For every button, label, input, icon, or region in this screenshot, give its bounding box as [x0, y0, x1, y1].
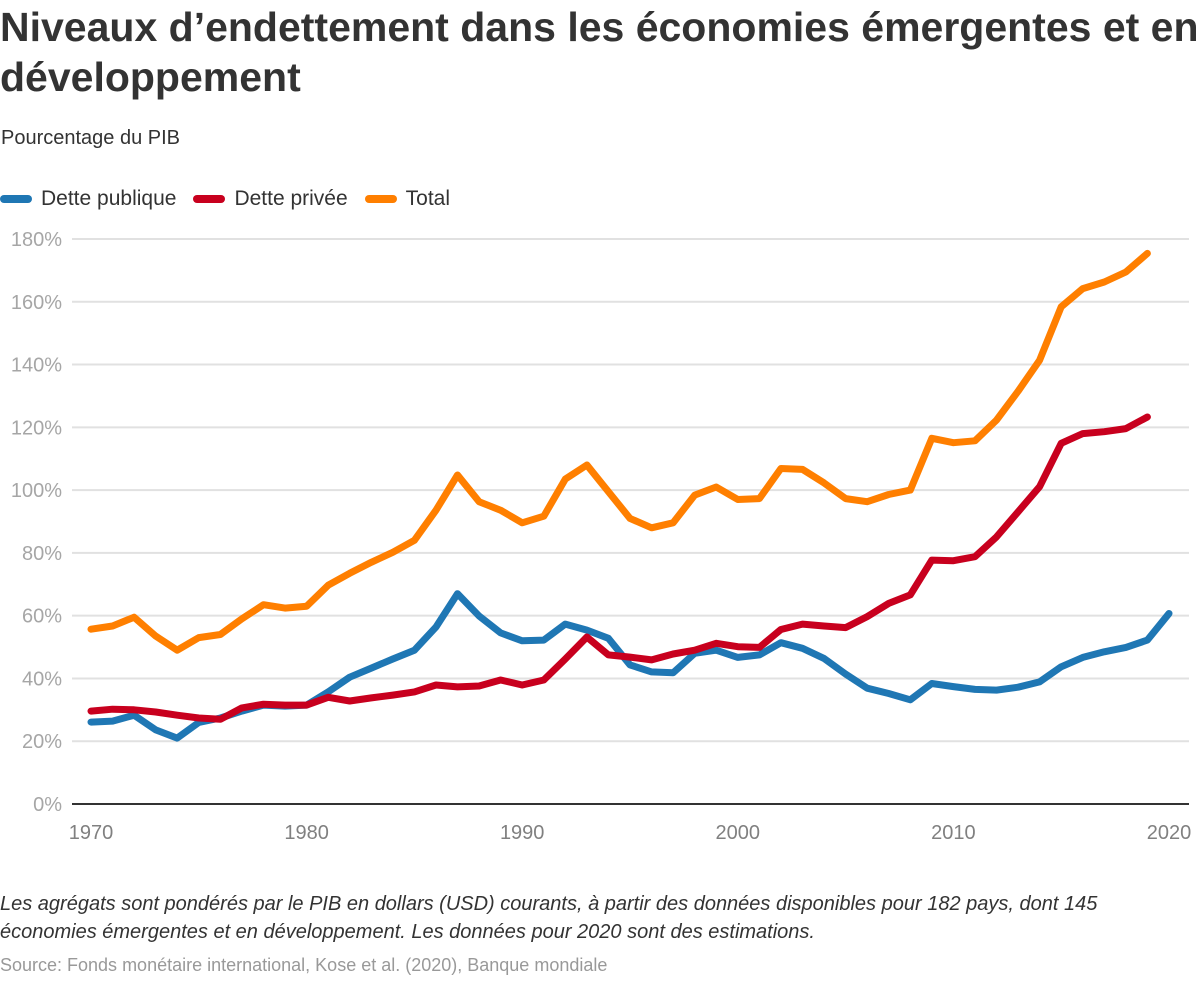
- chart-subtitle: Pourcentage du PIB: [1, 127, 181, 149]
- x-axis-ticks: 1970 1980 1990 2000 2010 2020: [69, 822, 1192, 844]
- legend-label: Dette publique: [41, 187, 177, 210]
- line-chart: 0%20%40%60%80%100%120%140%160%180% 1970 1…: [11, 229, 1192, 844]
- y-tick-label: 20%: [22, 731, 62, 753]
- gridlines: [72, 238, 1189, 743]
- legend-swatch-total: [364, 195, 397, 203]
- legend-label: Dette privée: [234, 187, 348, 210]
- chart-title: Niveaux d’endettement dans les économies…: [0, 4, 1199, 100]
- x-tick-label: 2000: [716, 822, 761, 844]
- y-tick-label: 60%: [22, 606, 62, 628]
- y-tick-label: 140%: [11, 355, 62, 377]
- legend-swatch-dette-privee: [193, 195, 226, 203]
- x-tick-label: 2020: [1147, 822, 1192, 844]
- legend-item-dette-publique[interactable]: Dette publique: [0, 187, 176, 211]
- y-tick-label: 180%: [11, 229, 62, 251]
- legend-swatch-dette-publique: [0, 195, 32, 203]
- legend-item-total[interactable]: Total: [364, 187, 451, 211]
- series-lines: [87, 249, 1173, 742]
- y-tick-label: 80%: [22, 543, 62, 565]
- y-tick-label: 100%: [11, 480, 62, 502]
- y-tick-label: 160%: [11, 292, 62, 314]
- series-line-dette-privee: [87, 413, 1151, 723]
- y-tick-label: 120%: [11, 417, 62, 439]
- legend-label: Total: [405, 187, 451, 210]
- x-tick-label: 1990: [500, 822, 545, 844]
- legend-item-dette-privee[interactable]: Dette privée: [193, 187, 348, 211]
- x-tick-label: 1970: [69, 822, 114, 844]
- y-tick-label: 40%: [22, 668, 62, 690]
- series-line-total: [87, 249, 1151, 654]
- x-tick-label: 2010: [931, 822, 976, 844]
- legend: Dette publique Dette privée Total: [0, 187, 467, 211]
- footnote: Les agrégats sont pondérés par le PIB en…: [0, 893, 1098, 943]
- y-axis-ticks: 0% 20% 40% 60% 80% 100% 120% 140% 160% 180%: [11, 229, 62, 816]
- source-note: Source: Fonds monétaire international, K…: [0, 955, 608, 975]
- y-tick-label: 0%: [33, 794, 62, 816]
- x-tick-label: 1980: [284, 822, 329, 844]
